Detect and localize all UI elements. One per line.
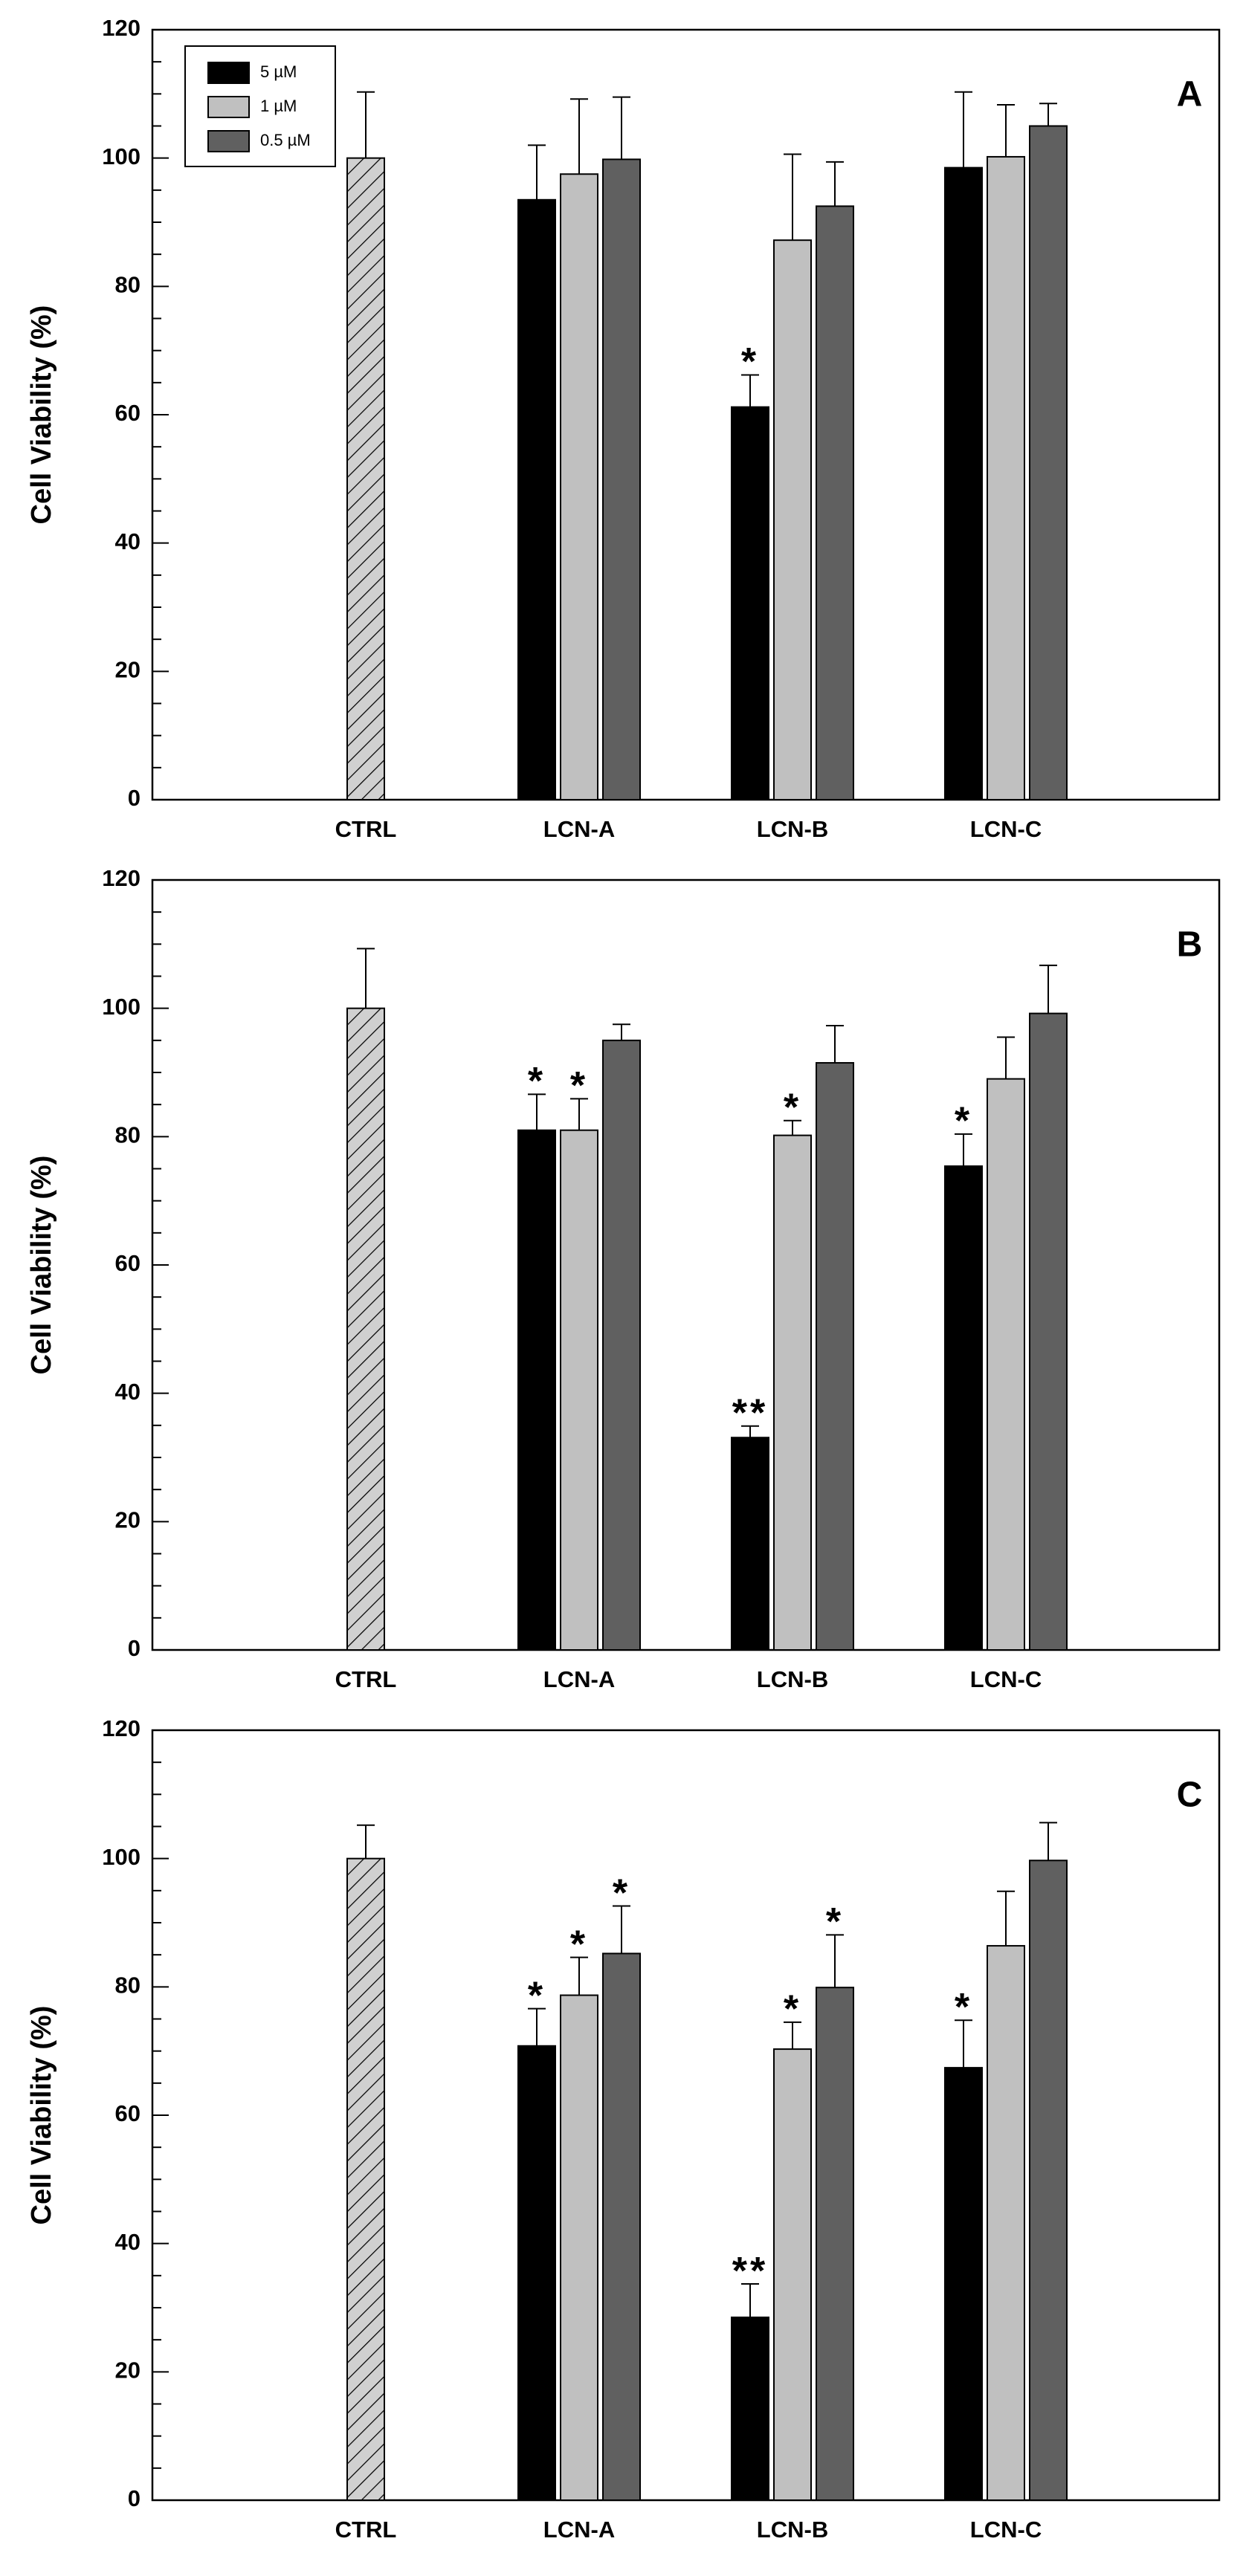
significance-marker: *	[528, 1974, 546, 2017]
bar	[816, 1062, 854, 1651]
y-tick-label: 60	[115, 1250, 141, 1276]
panel-label: A	[1177, 75, 1203, 114]
y-tick-label: 20	[115, 2357, 141, 2384]
x-tick-label: LCN-A	[543, 2517, 615, 2543]
significance-marker: *	[570, 1923, 588, 1966]
chart-panel: 0 20 40 60 80 100 120 Cell Viability (%) C CTRL LC…	[26, 1715, 1221, 2543]
significance-marker: *	[784, 1988, 801, 2031]
y-tick-label: 80	[115, 1122, 141, 1148]
y-tick-label: 120	[102, 1715, 141, 1741]
bar	[987, 155, 1025, 800]
legend-swatch	[207, 96, 250, 118]
bar	[731, 1437, 769, 1651]
plot-frame	[151, 28, 1221, 801]
bar	[560, 1129, 598, 1651]
legend: 5 µM 1 µM 0.5 µM	[184, 45, 336, 167]
bar	[1029, 1860, 1068, 2502]
bar	[773, 2048, 812, 2501]
significance-marker: *	[613, 1871, 630, 1915]
plot-frame	[151, 878, 1221, 1651]
y-axis-label: Cell Viability (%)	[26, 2006, 57, 2225]
bar	[602, 158, 641, 801]
bar	[773, 1134, 812, 1651]
legend-label: 5 µM	[260, 62, 297, 81]
bar	[987, 1945, 1025, 2501]
bar	[560, 173, 598, 800]
y-tick-label: 80	[115, 272, 141, 298]
chart-panel: 0 20 40 60 80 100 120 Cell Viability (%) B CTRL LC…	[26, 865, 1221, 1692]
y-tick-label: 100	[102, 1844, 141, 1870]
y-tick-label: 0	[128, 1635, 141, 1661]
x-tick-label: CTRL	[335, 816, 397, 842]
y-tick-label: 20	[115, 657, 141, 683]
panel-label: C	[1177, 1776, 1203, 1815]
bar	[346, 157, 385, 800]
y-tick-label: 100	[102, 143, 141, 169]
y-tick-label: 60	[115, 400, 141, 426]
significance-marker: **	[732, 2250, 768, 2293]
bar	[816, 1987, 854, 2501]
bar	[346, 1007, 385, 1651]
y-tick-label: 120	[102, 15, 141, 41]
panel-label: B	[1177, 925, 1203, 965]
y-tick-label: 40	[115, 2229, 141, 2255]
bar	[1029, 125, 1068, 800]
y-tick-label: 40	[115, 528, 141, 554]
y-tick-label: 0	[128, 2485, 141, 2511]
bar	[944, 1165, 983, 1651]
y-tick-label: 80	[115, 1973, 141, 1999]
legend-label: 1 µM	[260, 97, 297, 115]
significance-marker: **	[732, 1391, 768, 1434]
x-tick-label: LCN-B	[757, 2517, 828, 2543]
x-tick-label: LCN-B	[757, 816, 828, 842]
x-tick-label: CTRL	[335, 1666, 397, 1692]
legend-swatch	[207, 62, 250, 84]
y-tick-label: 100	[102, 994, 141, 1020]
chart-panel: 0 20 40 60 80 100 120 Cell Viability (%) A CTRL LC…	[26, 15, 1221, 842]
significance-marker: *	[570, 1064, 588, 1107]
x-tick-label: LCN-B	[757, 1666, 828, 1692]
y-tick-label: 120	[102, 865, 141, 891]
bar	[816, 205, 854, 800]
y-axis-label: Cell Viability (%)	[26, 1156, 57, 1375]
bar	[560, 1994, 598, 2502]
x-tick-label: CTRL	[335, 2517, 397, 2543]
legend-label: 0.5 µM	[260, 131, 311, 149]
significance-marker: *	[955, 1100, 972, 1143]
bar	[944, 166, 983, 801]
x-tick-label: LCN-C	[970, 816, 1042, 842]
bar	[731, 406, 769, 800]
significance-marker: *	[826, 1900, 844, 1944]
bar	[987, 1078, 1025, 1651]
x-tick-label: LCN-A	[543, 1666, 615, 1692]
significance-marker: *	[784, 1086, 801, 1129]
significance-marker: *	[528, 1060, 546, 1103]
significance-marker: *	[741, 340, 759, 384]
y-tick-label: 0	[128, 785, 141, 811]
legend-swatch	[207, 130, 250, 152]
bar	[517, 198, 556, 800]
plot-frame	[151, 1729, 1221, 2502]
y-axis-label: Cell Viability (%)	[26, 305, 57, 525]
significance-marker: *	[955, 1986, 972, 2029]
bar	[602, 1039, 641, 1651]
bar	[346, 1857, 385, 2501]
bar	[517, 1129, 556, 1651]
bar	[602, 1952, 641, 2501]
y-tick-label: 20	[115, 1507, 141, 1533]
bar	[517, 2045, 556, 2501]
bar	[944, 2067, 983, 2501]
bar	[731, 2316, 769, 2502]
y-tick-label: 60	[115, 2100, 141, 2126]
y-tick-label: 40	[115, 1379, 141, 1405]
x-tick-label: LCN-C	[970, 2517, 1042, 2543]
bar	[1029, 1012, 1068, 1651]
bar	[773, 239, 812, 800]
x-tick-label: LCN-C	[970, 1666, 1042, 1692]
x-tick-label: LCN-A	[543, 816, 615, 842]
